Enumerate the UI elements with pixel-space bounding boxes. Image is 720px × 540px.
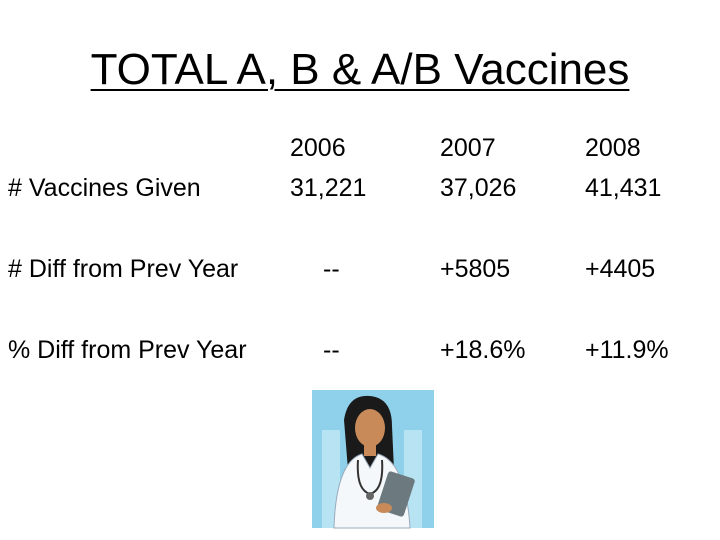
row-label: # Diff from Prev Year (8, 255, 239, 283)
face (355, 409, 385, 447)
neck (364, 442, 376, 456)
year-header: 2006 (290, 134, 346, 162)
slide-title: TOTAL A, B & A/B Vaccines (0, 48, 720, 92)
cell: +5805 (440, 255, 511, 283)
row-label: # Vaccines Given (8, 174, 201, 202)
hand (376, 503, 392, 513)
cell: -- (323, 255, 340, 283)
year-header: 2008 (585, 134, 641, 162)
cell: +4405 (585, 255, 656, 283)
stethoscope-head (366, 492, 374, 500)
cell: 31,221 (290, 174, 367, 202)
cell: +11.9% (585, 336, 669, 364)
cell: 41,431 (585, 174, 662, 202)
cell: +18.6% (440, 336, 526, 364)
title-text: TOTAL A, B & A/B Vaccines (90, 45, 630, 94)
cell: -- (323, 336, 340, 364)
row-label: % Diff from Prev Year (8, 336, 247, 364)
year-header: 2007 (440, 134, 496, 162)
nurse-illustration (312, 390, 434, 529)
cell: 37,026 (440, 174, 517, 202)
